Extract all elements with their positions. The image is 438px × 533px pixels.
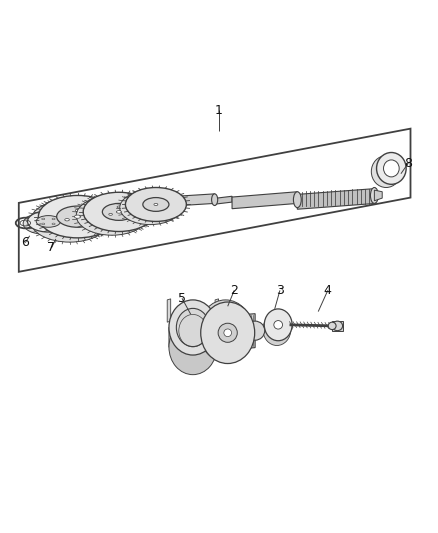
Ellipse shape (75, 209, 80, 212)
Polygon shape (215, 299, 219, 322)
Ellipse shape (224, 329, 232, 337)
Ellipse shape (154, 204, 158, 206)
Polygon shape (169, 326, 217, 347)
Ellipse shape (117, 211, 121, 213)
Polygon shape (264, 324, 292, 330)
Text: 1: 1 (215, 103, 223, 117)
Polygon shape (332, 321, 343, 330)
Ellipse shape (328, 322, 336, 329)
Ellipse shape (125, 188, 186, 221)
Text: 7: 7 (47, 241, 56, 254)
Text: 5: 5 (178, 292, 186, 305)
Polygon shape (147, 194, 215, 208)
Polygon shape (228, 314, 255, 350)
Ellipse shape (377, 152, 406, 184)
Ellipse shape (74, 215, 81, 218)
Polygon shape (374, 190, 382, 201)
Ellipse shape (117, 206, 121, 208)
Ellipse shape (65, 219, 69, 221)
Polygon shape (297, 189, 376, 209)
Ellipse shape (274, 320, 283, 329)
Ellipse shape (28, 211, 69, 232)
Ellipse shape (143, 198, 169, 212)
Ellipse shape (31, 200, 109, 242)
Ellipse shape (143, 200, 150, 208)
Ellipse shape (371, 188, 378, 204)
Ellipse shape (212, 194, 218, 206)
Ellipse shape (109, 213, 113, 215)
Ellipse shape (371, 156, 401, 188)
Ellipse shape (102, 204, 135, 220)
Ellipse shape (264, 309, 292, 341)
Ellipse shape (23, 213, 65, 234)
Ellipse shape (76, 196, 148, 235)
Ellipse shape (52, 218, 55, 220)
Text: 2: 2 (230, 284, 238, 297)
Polygon shape (232, 192, 297, 209)
Ellipse shape (42, 223, 45, 225)
Ellipse shape (39, 196, 117, 238)
Ellipse shape (198, 300, 253, 361)
Ellipse shape (384, 160, 399, 177)
Text: 8: 8 (404, 157, 412, 169)
Ellipse shape (246, 321, 265, 340)
Ellipse shape (169, 319, 217, 375)
Ellipse shape (201, 302, 254, 364)
Ellipse shape (263, 314, 291, 345)
Ellipse shape (169, 300, 217, 355)
Ellipse shape (57, 206, 99, 227)
Ellipse shape (42, 218, 45, 220)
Ellipse shape (125, 213, 129, 215)
Ellipse shape (332, 321, 343, 330)
Ellipse shape (293, 192, 301, 208)
Text: 4: 4 (324, 284, 332, 297)
Polygon shape (215, 196, 232, 204)
Ellipse shape (83, 192, 155, 231)
Ellipse shape (86, 219, 90, 221)
Ellipse shape (120, 191, 181, 224)
Ellipse shape (52, 223, 55, 225)
Ellipse shape (36, 216, 60, 227)
Polygon shape (167, 299, 171, 322)
Text: 6: 6 (21, 236, 29, 249)
Text: 3: 3 (276, 284, 284, 297)
Ellipse shape (177, 309, 209, 346)
Ellipse shape (218, 323, 237, 342)
